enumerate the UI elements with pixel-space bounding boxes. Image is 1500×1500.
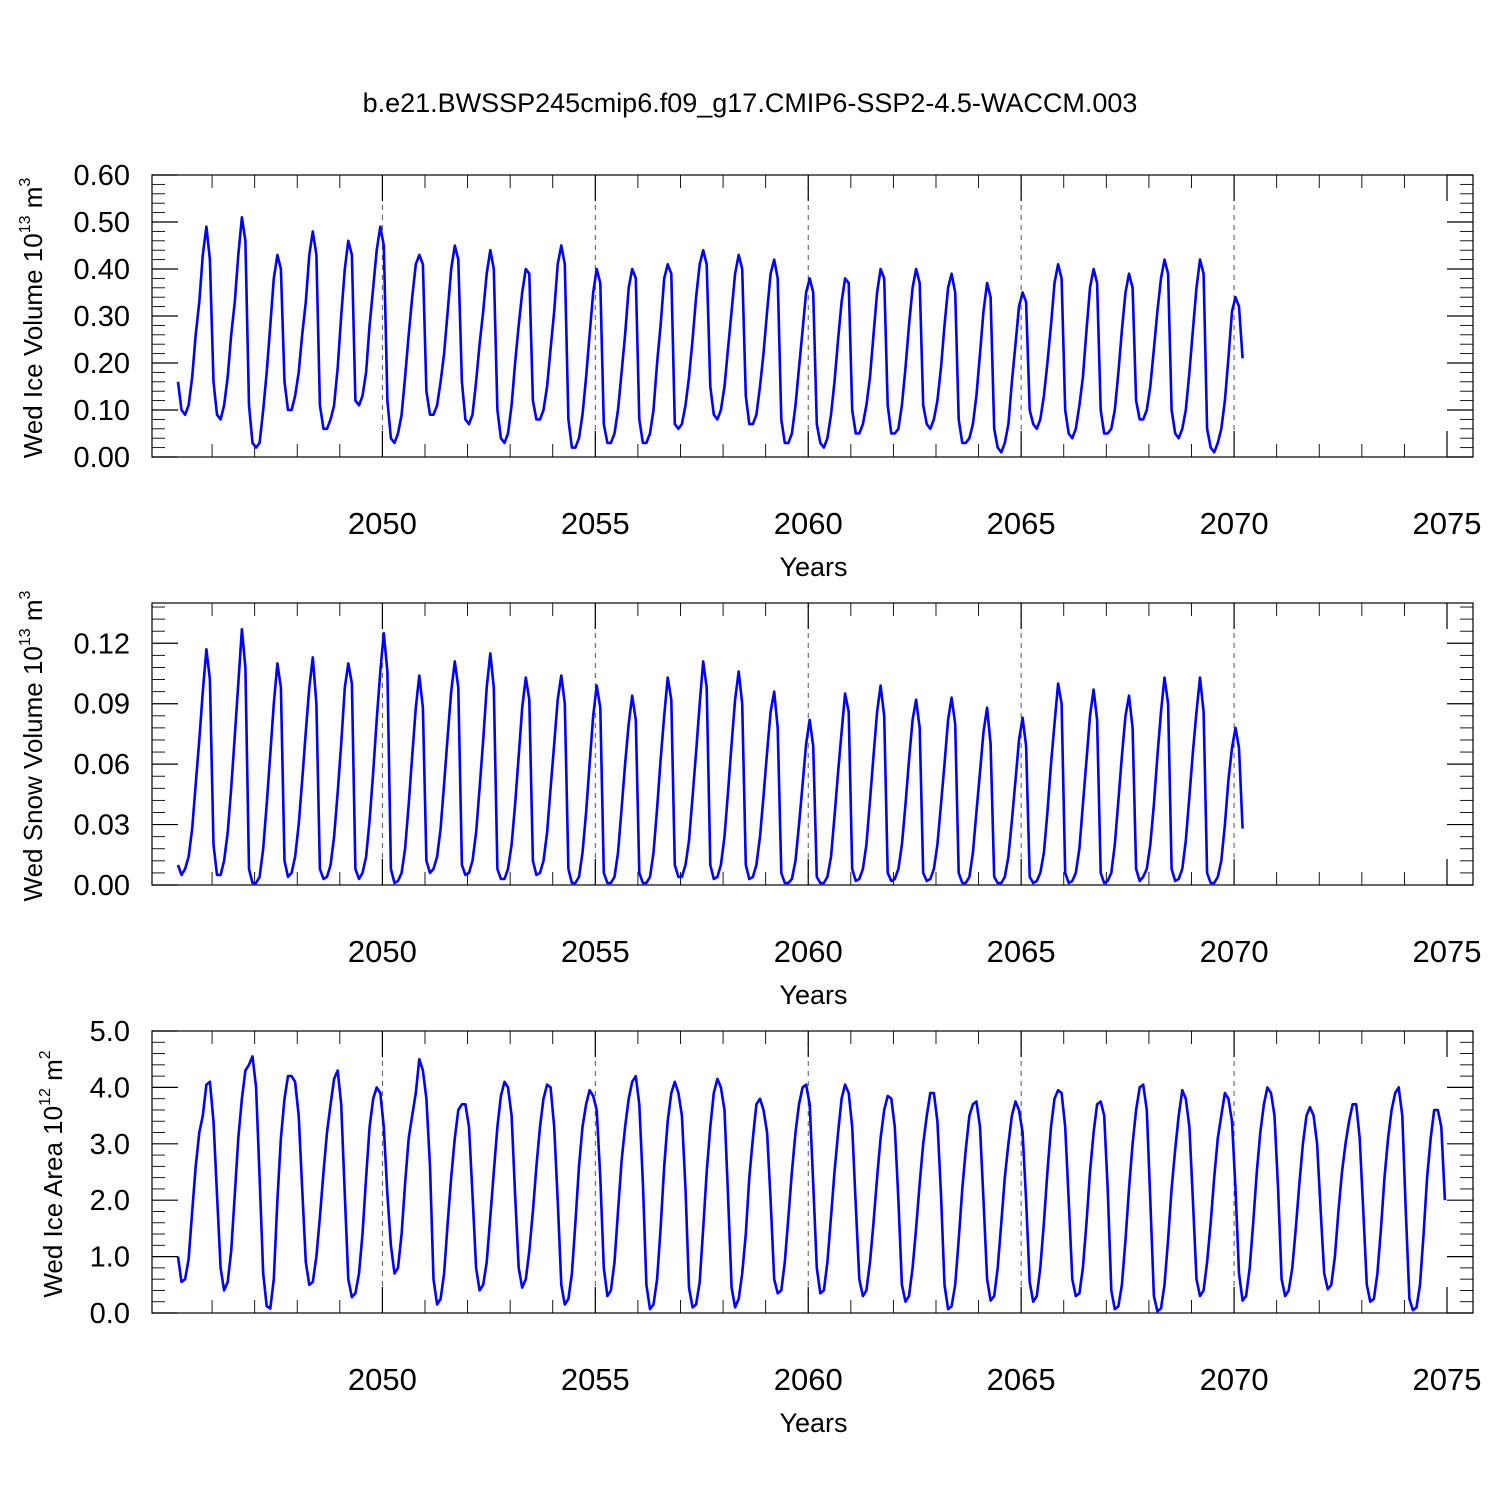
x-tick-label: 2075: [1413, 1362, 1482, 1397]
x-tick-label: 2050: [348, 934, 417, 969]
series-line-ice-area: [176, 1055, 1447, 1313]
x-tick-label: 2075: [1413, 506, 1482, 541]
y-axis-label-main: Wed Ice Volume 10: [18, 233, 48, 458]
x-tick-label: 2070: [1200, 506, 1269, 541]
panel-ice-volume: 0.00 0.10 0.20 0.30 0.40 0.50 0.60 2050 2055 2060…: [17, 160, 1481, 582]
y-tick-label: 2.0: [90, 1185, 130, 1217]
x-tick-label: 2065: [987, 934, 1056, 969]
y-tick-label: 0.09: [74, 689, 130, 721]
x-tick-label: 2055: [561, 506, 630, 541]
y-axis-label-unit: m: [38, 1059, 68, 1088]
x-axis-label: Years: [779, 980, 847, 1010]
y-axis-label-exponent: 13: [17, 215, 34, 233]
y-axis-label: Wed Ice Area 1012 m2: [37, 1050, 68, 1297]
chart-title: b.e21.BWSSP245cmip6.f09_g17.CMIP6-SSP2-4…: [363, 88, 1138, 118]
y-tick-label: 0.20: [74, 348, 130, 380]
x-tick-label: 2065: [987, 1362, 1056, 1397]
y-axis-label-unit-exponent: 2: [37, 1050, 54, 1059]
y-tick-label: 0.40: [74, 254, 130, 286]
y-tick-label: 0.03: [74, 810, 130, 842]
y-axis-label-unit-exponent: 3: [17, 590, 34, 599]
series-line-ice-volume: [176, 216, 1244, 454]
plot-frame: [151, 1030, 1474, 1314]
y-axis-label-unit: m: [18, 599, 48, 628]
x-tick-label: 2060: [774, 1362, 843, 1397]
y-tick-label: 0.00: [74, 870, 130, 902]
x-axis-label: Years: [779, 552, 847, 582]
panel-ice-area: 0.0 1.0 2.0 3.0 4.0 5.0 2050 2055 2060 2065 2070 20…: [37, 1016, 1481, 1438]
y-tick-label: 1.0: [90, 1242, 130, 1274]
y-axis-label-main: Wed Ice Area 10: [38, 1106, 68, 1298]
x-tick-label: 2070: [1200, 1362, 1269, 1397]
y-axis-label-exponent: 12: [37, 1088, 54, 1106]
y-axis-label: Wed Snow Volume 1013 m3: [17, 590, 48, 901]
y-tick-label: 0.12: [74, 628, 130, 660]
y-tick-label: 0.06: [74, 749, 130, 781]
y-tick-label: 5.0: [90, 1016, 130, 1048]
panel-snow-volume: 0.00 0.03 0.06 0.09 0.12 2050 2055 2060 2065 2070…: [17, 590, 1481, 1010]
y-tick-label: 4.0: [90, 1072, 130, 1104]
y-tick-label: 0.00: [74, 442, 130, 474]
x-tick-label: 2070: [1200, 934, 1269, 969]
x-tick-label: 2055: [561, 934, 630, 969]
x-tick-label: 2050: [348, 1362, 417, 1397]
y-tick-label: 0.60: [74, 160, 130, 192]
x-tick-label: 2065: [987, 506, 1056, 541]
x-tick-label: 2060: [774, 934, 843, 969]
x-tick-label: 2050: [348, 506, 417, 541]
series-line-snow-volume: [176, 627, 1244, 885]
x-tick-label: 2055: [561, 1362, 630, 1397]
plot-frame: [151, 174, 1474, 458]
y-axis-label-exponent: 13: [17, 628, 34, 646]
y-axis-label-unit: m: [18, 187, 48, 216]
y-tick-label: 3.0: [90, 1129, 130, 1161]
y-tick-label: 0.30: [74, 301, 130, 333]
x-tick-label: 2075: [1413, 934, 1482, 969]
y-tick-label: 0.50: [74, 207, 130, 239]
x-axis-label: Years: [779, 1408, 847, 1438]
y-axis-label: Wed Ice Volume 1013 m3: [17, 178, 48, 459]
y-axis-label-unit-exponent: 3: [17, 178, 34, 187]
y-tick-label: 0.0: [90, 1298, 130, 1330]
y-tick-label: 0.10: [74, 395, 130, 427]
x-tick-label: 2060: [774, 506, 843, 541]
y-axis-label-main: Wed Snow Volume 10: [18, 646, 48, 901]
plot-frame: [151, 602, 1474, 886]
